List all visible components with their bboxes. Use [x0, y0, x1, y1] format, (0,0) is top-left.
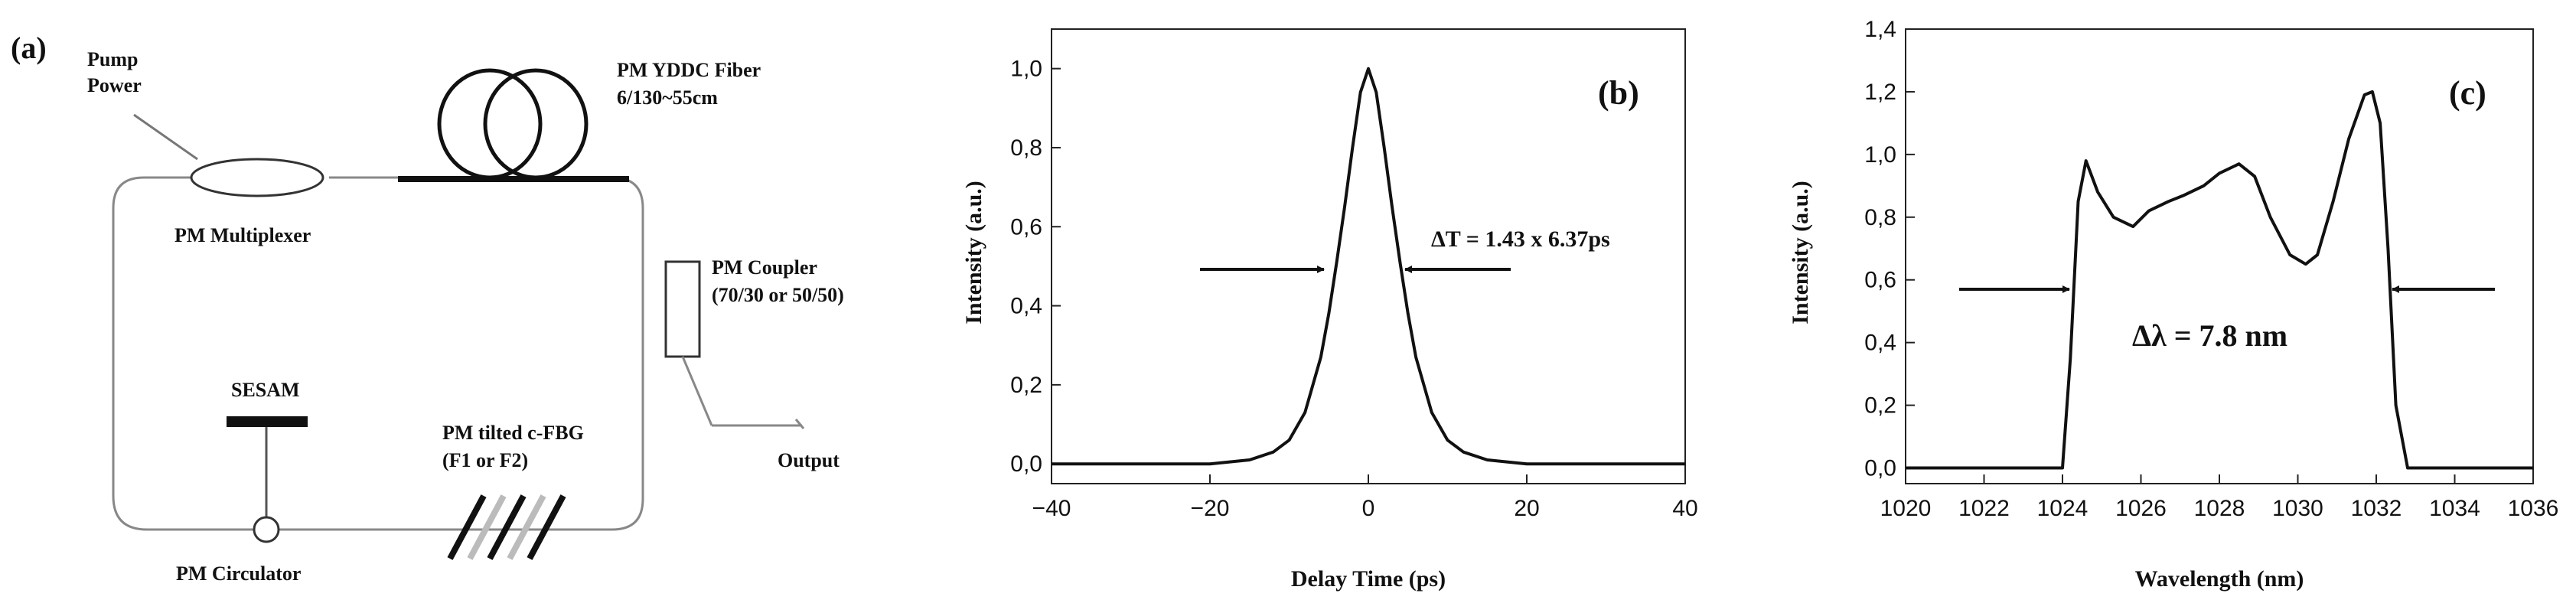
multiplexer-symbol	[190, 158, 324, 197]
chart-b-autocorrelation: −40 −20 0 20 40 0,0 0,2 0,4 0,6 0,8 1,0 (b) ΔT = 1…	[961, 28, 1698, 592]
fiber-label-2: 6/130~55cm	[617, 86, 718, 109]
chart-c-ylabel: Intensity (a.u.)	[1788, 181, 1813, 324]
circulator-label: PM Circulator	[176, 562, 301, 585]
chart-c-spectrum: 1020 1022 1024 1026 1028 1030 1032 1034 1036 0,0 0…	[1788, 17, 2558, 592]
chart-c-trace	[1906, 90, 2533, 470]
fbg-label-2: (F1 or F2)	[442, 449, 528, 471]
sesam-label: SESAM	[231, 379, 300, 401]
chart-b-ytick-label: 0,6	[1010, 214, 1042, 240]
chart-b-xtick-label: −40	[1032, 496, 1071, 521]
chart-b-xtick-label: −20	[1191, 496, 1230, 521]
chart-b-ytick-label: 0,4	[1010, 294, 1042, 319]
chart-c-annotation: Δλ = 7.8 nm	[2132, 318, 2287, 353]
chart-b-annotation: ΔT = 1.43 x 6.37ps	[1431, 227, 1610, 252]
pump-power-line	[133, 113, 198, 161]
fiber-coil-icon	[398, 68, 629, 182]
chart-c-ytick-label: 0,8	[1864, 205, 1896, 230]
chart-c-ytick-label: 0,2	[1864, 393, 1896, 419]
chart-c-frame	[1905, 28, 2534, 484]
chart-b-ytick-label: 0,8	[1010, 135, 1042, 161]
circulator-symbol	[253, 516, 280, 543]
chart-c-ticks: 1020 1022 1024 1026 1028 1030 1032 1034 1036 0,0 0…	[1864, 17, 2558, 521]
output-line-diag	[681, 356, 713, 426]
chart-c-ytick-label: 0,6	[1864, 268, 1896, 293]
sesam-symbol	[227, 416, 308, 427]
chart-c-xtick-label: 1024	[2037, 496, 2089, 521]
chart-b-panel-label: (b)	[1598, 74, 1639, 112]
chart-b-xtick-label: 0	[1362, 496, 1375, 521]
chart-b-ylabel: Intensity (a.u.)	[961, 181, 986, 324]
coupler-label-1: PM Coupler	[712, 256, 817, 279]
chart-c-xtick-label: 1032	[2351, 496, 2402, 521]
panel-a-label: (a)	[11, 31, 47, 65]
chart-b-xtick-label: 40	[1672, 496, 1697, 521]
cavity-loop-right	[277, 176, 644, 531]
fbg-label-1: PM tilted c-FBG	[442, 422, 584, 444]
output-label: Output	[778, 449, 840, 471]
chart-c-ytick-label: 1,0	[1864, 142, 1896, 168]
output-end-mark	[794, 419, 805, 429]
chart-c-ytick-label: 0,0	[1864, 456, 1896, 481]
chart-c-xtick-label: 1022	[1958, 496, 2010, 521]
fiber-label-1: PM YDDC Fiber	[617, 59, 761, 81]
chart-b-ytick-label: 0,0	[1010, 451, 1042, 477]
multiplexer-label: PM Multiplexer	[174, 224, 311, 246]
chart-c-panel-label: (c)	[2449, 74, 2486, 112]
chart-b-ytick-label: 1,0	[1010, 57, 1042, 82]
chart-c-xtick-label: 1030	[2272, 496, 2323, 521]
chart-c-ytick-label: 1,4	[1864, 17, 1896, 42]
pump-power-label-2: Power	[87, 74, 142, 96]
chart-b-ytick-label: 0,2	[1010, 373, 1042, 398]
coupler-label-2: (70/30 or 50/50)	[712, 284, 844, 306]
chart-c-xtick-label: 1028	[2194, 496, 2245, 521]
chart-b-frame	[1051, 28, 1686, 484]
chart-c-ytick-label: 1,2	[1864, 80, 1896, 105]
chart-c-xlabel: Wavelength (nm)	[2135, 566, 2304, 592]
chart-b-xtick-label: 20	[1514, 496, 1539, 521]
pump-power-label-1: Pump	[87, 48, 138, 70]
chart-c-ytick-label: 0,4	[1864, 331, 1896, 356]
panel-a-schematic: (a) Pump Power PM Multiplexer PM YDDC Fi…	[11, 31, 844, 585]
chart-c-xtick-label: 1026	[2115, 496, 2167, 521]
coupler-symbol	[664, 260, 701, 358]
cavity-loop-left	[112, 176, 260, 531]
chart-b-xlabel: Delay Time (ps)	[1291, 566, 1446, 592]
chart-c-xtick-label: 1020	[1880, 496, 1932, 521]
chart-c-xtick-label: 1034	[2429, 496, 2480, 521]
chart-b-ticks: −40 −20 0 20 40 0,0 0,2 0,4 0,6 0,8 1,0	[1010, 57, 1697, 521]
fbg-grating-icon	[447, 494, 566, 560]
chart-b-trace	[1052, 67, 1685, 466]
chart-c-xtick-label: 1036	[2508, 496, 2559, 521]
